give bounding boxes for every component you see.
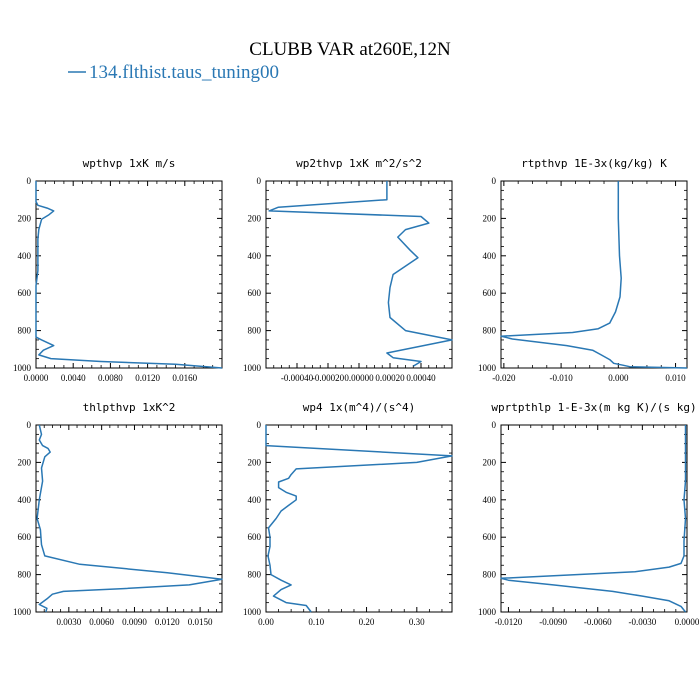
series-line	[35, 181, 223, 369]
series-line	[500, 425, 687, 613]
subplot-3: rtpthvp 1E-3x(kg/kg) K02004006008001000-…	[478, 157, 688, 383]
subplot-title: wp2thvp 1xK m^2/s^2	[296, 157, 422, 170]
plot-frame	[500, 180, 688, 369]
y-tick-label: 400	[483, 251, 497, 261]
y-tick-label: 0	[27, 176, 32, 186]
plot-frame	[500, 424, 688, 613]
y-tick-label: 0	[492, 176, 497, 186]
x-tick-label: 0.0030	[56, 617, 81, 627]
y-tick-label: 400	[483, 495, 497, 505]
y-tick-label: 400	[248, 251, 262, 261]
subplot-title: thlpthvp 1xK^2	[83, 401, 176, 414]
y-tick-label: 600	[483, 532, 497, 542]
subplot-title: rtpthvp 1E-3x(kg/kg) K	[521, 157, 667, 170]
plot-frame	[35, 180, 223, 369]
y-tick-label: 200	[18, 457, 32, 467]
y-tick-label: 200	[483, 213, 497, 223]
subplot-title: wprtpthlp 1-E-3x(m kg K)/(s kg)	[491, 401, 696, 414]
x-tick-label: 0.30	[409, 617, 425, 627]
y-tick-label: 200	[248, 457, 262, 467]
x-tick-label: -0.00040	[281, 373, 314, 383]
y-tick-label: 800	[18, 326, 32, 336]
x-tick-label: -0.0090	[539, 617, 567, 627]
y-tick-label: 600	[483, 288, 497, 298]
x-tick-label: -0.0030	[628, 617, 656, 627]
y-tick-label: 1000	[478, 363, 497, 373]
y-tick-label: 400	[18, 495, 32, 505]
x-tick-label: 0.0120	[135, 373, 160, 383]
y-tick-label: 600	[248, 288, 262, 298]
x-tick-label: -0.010	[549, 373, 573, 383]
y-tick-label: 200	[248, 213, 262, 223]
subplot-title: wpthvp 1xK m/s	[83, 157, 176, 170]
series-line	[265, 425, 453, 613]
x-tick-label: 0.00000	[344, 373, 374, 383]
x-tick-label: -0.020	[492, 373, 516, 383]
x-tick-label: 0.00020	[375, 373, 405, 383]
x-tick-label: 0.000	[608, 373, 629, 383]
y-tick-label: 400	[18, 251, 32, 261]
y-tick-label: 800	[483, 326, 497, 336]
x-tick-label: 0.10	[308, 617, 324, 627]
subplot-6: wprtpthlp 1-E-3x(m kg K)/(s kg) 0 200 400 60…	[478, 401, 700, 627]
y-tick-label: 600	[18, 288, 32, 298]
series-line	[268, 181, 453, 367]
y-tick-label: 800	[18, 570, 32, 580]
y-tick-label: 1000	[13, 363, 32, 373]
x-tick-label: -0.00020	[312, 373, 345, 383]
legend: 134.flthist.taus_tuning00	[68, 62, 279, 83]
plot-frame	[265, 424, 453, 613]
y-tick-label: 200	[483, 457, 497, 467]
subplot-4: thlpthvp 1xK^2 0 200 400 600 800 1000 0.0030 0.0…	[13, 401, 223, 627]
x-tick-label: 0.0000	[675, 617, 700, 627]
x-tick-label: 0.0150	[188, 617, 213, 627]
y-tick-label: 200	[18, 213, 32, 223]
y-tick-label: 0	[257, 420, 262, 430]
x-tick-label: 0.20	[359, 617, 375, 627]
x-tick-label: 0.0060	[89, 617, 114, 627]
x-tick-label: 0.00040	[406, 373, 436, 383]
y-tick-label: 600	[248, 532, 262, 542]
subplot-title: wp4 1x(m^4)/(s^4)	[303, 401, 416, 414]
y-tick-label: 0	[27, 420, 32, 430]
x-tick-label: 0.0000	[24, 373, 49, 383]
x-tick-label: 0.0120	[155, 617, 180, 627]
y-tick-label: 0	[492, 420, 497, 430]
y-tick-label: 800	[483, 570, 497, 580]
legend-label: 134.flthist.taus_tuning00	[89, 62, 279, 83]
x-tick-label: 0.0080	[98, 373, 123, 383]
x-tick-label: 0.0090	[122, 617, 147, 627]
y-tick-label: 1000	[243, 363, 262, 373]
x-tick-label: 0.010	[665, 373, 686, 383]
y-tick-label: 0	[257, 176, 262, 186]
y-tick-label: 400	[248, 495, 262, 505]
x-tick-label: -0.0120	[495, 617, 523, 627]
x-tick-label: 0.0040	[61, 373, 86, 383]
series-line	[36, 424, 223, 613]
x-tick-label: 0.00	[258, 617, 274, 627]
figure-title: CLUBB VAR at260E,12N	[249, 39, 451, 60]
y-tick-label: 600	[18, 532, 32, 542]
y-tick-label: 1000	[13, 607, 32, 617]
series-line	[500, 181, 688, 369]
y-tick-label: 800	[248, 570, 262, 580]
y-tick-label: 800	[248, 326, 262, 336]
plot-frame	[265, 180, 453, 369]
x-tick-label: -0.0060	[584, 617, 612, 627]
y-tick-label: 1000	[478, 607, 497, 617]
x-tick-label: 0.0160	[172, 373, 197, 383]
y-tick-label: 1000	[243, 607, 262, 617]
subplot-2: wp2thvp 1xK m^2/s^2 0 200 400 600 800 1000 -0.0…	[243, 157, 453, 383]
